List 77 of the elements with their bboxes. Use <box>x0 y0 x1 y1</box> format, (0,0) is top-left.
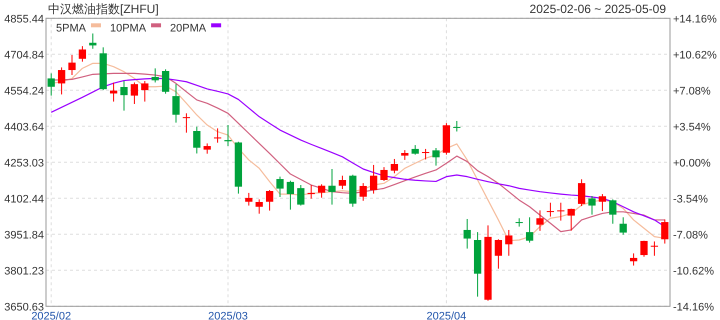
candlestick <box>204 142 211 154</box>
candlestick <box>630 252 638 266</box>
candlestick <box>318 184 326 198</box>
ytick: 3801.23 <box>4 265 44 278</box>
ytick: 4403.64 <box>4 121 44 134</box>
y2tick: -10.62% <box>673 265 714 278</box>
candlestick <box>328 168 336 206</box>
legend-label: 20PMA <box>170 22 207 34</box>
candlestick <box>453 120 460 132</box>
candlestick <box>68 54 76 76</box>
candlestick <box>494 238 502 270</box>
subtitle: 2025-02-06 ~ 2025-05-09 <box>530 2 666 16</box>
candlestick <box>89 32 96 50</box>
candlestick <box>360 182 367 202</box>
candlestick <box>266 190 274 212</box>
candlestick <box>412 144 419 156</box>
ytick: 4253.03 <box>4 157 44 170</box>
y2tick: +14.16% <box>673 13 717 26</box>
y2tick: +7.08% <box>673 85 711 98</box>
candlestick <box>661 218 668 244</box>
y2tick: +3.54% <box>673 121 711 134</box>
candlestick <box>276 176 284 198</box>
legend-label: 5PMA <box>56 22 87 34</box>
candlestick <box>568 208 575 232</box>
candlestick <box>598 194 606 212</box>
candlestick <box>546 202 554 218</box>
candlestick <box>422 148 430 160</box>
candlestick <box>214 128 222 144</box>
legend-label: 10PMA <box>110 22 147 34</box>
candlestick <box>526 216 534 244</box>
candlestick <box>640 240 648 258</box>
candlestick <box>162 68 170 94</box>
xtick: 2025/03 <box>208 310 248 320</box>
candlestick <box>620 216 627 236</box>
candlestick <box>536 210 544 232</box>
ytick: 3951.84 <box>4 229 44 242</box>
candlestick <box>432 147 440 166</box>
xtick: 2025/04 <box>426 310 466 320</box>
ytick: 4704.84 <box>4 49 44 62</box>
y2tick: -14.16% <box>673 301 714 314</box>
candlestick <box>152 68 159 83</box>
candlestick <box>58 66 66 95</box>
candlestick <box>557 202 564 222</box>
candlestick <box>172 84 180 124</box>
candlestick <box>609 198 616 224</box>
candlestick <box>78 46 86 62</box>
candlestick <box>588 196 596 216</box>
candlestick <box>505 229 512 256</box>
candlestick <box>464 218 471 250</box>
candlestick <box>380 166 388 182</box>
ytick: 4102.44 <box>4 193 44 206</box>
candlestick <box>401 150 408 160</box>
candlestick <box>48 72 55 96</box>
candlestick <box>256 198 263 214</box>
candlestick <box>578 178 586 207</box>
ytick: 4855.44 <box>4 13 44 26</box>
candlestick <box>120 80 128 112</box>
candlestick <box>297 184 304 206</box>
candlestick <box>286 180 294 210</box>
candlestick <box>650 240 658 256</box>
y2tick: +0.00% <box>673 157 711 170</box>
y2tick: +10.62% <box>673 49 717 62</box>
candlestick <box>370 164 378 194</box>
candlestick <box>245 192 252 206</box>
title: 中汉燃油指数[ZHFU] <box>48 2 159 16</box>
candlestick <box>110 82 118 102</box>
ytick: 4554.24 <box>4 85 44 98</box>
y2tick: -3.54% <box>673 193 708 206</box>
candlestick <box>224 124 232 147</box>
candlestick <box>130 82 138 104</box>
y2tick: -7.08% <box>673 229 708 242</box>
candlestick <box>516 218 523 228</box>
candlestick <box>338 175 346 190</box>
candlestick <box>390 158 398 174</box>
candlestick <box>182 112 190 134</box>
candlestick <box>193 126 200 154</box>
candlestick <box>141 80 148 102</box>
